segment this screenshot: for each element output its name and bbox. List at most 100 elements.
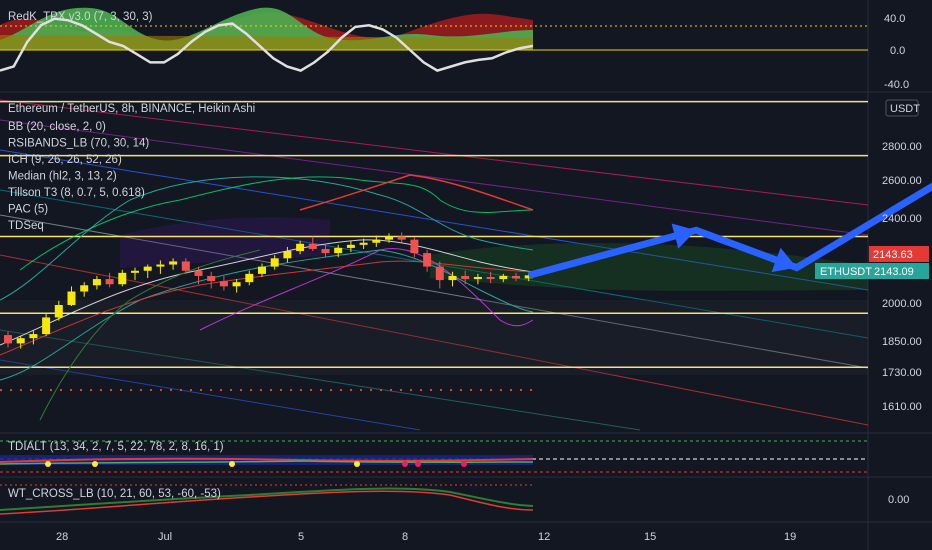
channel-line [0,119,869,236]
candle-body [486,276,495,280]
candle-body [156,264,165,267]
indicator-legend-item[interactable]: Tillson T3 (8, 0.7, 5, 0.618) [8,187,145,199]
price-tick: 1850.00 [882,336,922,348]
time-tick: 12 [538,531,550,543]
candle-body [80,285,89,292]
forecast-arrowhead [671,223,697,249]
range-box [0,300,868,375]
candle-body [181,261,190,271]
bb-lower [0,249,534,381]
candle-body [169,261,178,265]
candle-body [448,275,457,281]
pac-high [299,174,534,211]
channel-line [0,214,869,369]
candle-body [92,279,101,286]
indicator-legend-item[interactable]: BB (20, close, 2, 0) [8,121,106,133]
candle-body [29,334,38,339]
candle-body [131,270,139,273]
time-tick: 5 [298,531,304,543]
channel-line [0,329,641,431]
indicator-legend-item[interactable]: PAC (5) [8,204,48,216]
indicator-legend: BB (20, close, 2, 0) RSIBANDS_LB (70, 30,… [8,121,149,232]
candle-body [67,291,76,305]
candle-body [346,244,355,248]
candles-group [4,232,533,349]
candle-body [410,239,419,254]
tdi-dot [461,461,467,467]
time-tick: 28 [56,531,68,543]
currency-badge: USDT [890,103,920,115]
candle-body [435,266,444,281]
indicator-legend-item[interactable]: TDSeq [8,220,44,232]
forecast-arrow-path[interactable] [527,147,932,279]
tdi-dot [354,461,360,467]
wt-pane: WT_CROSS_LB (10, 21, 60, 53, -60, -53) 0… [0,484,909,515]
tpx-neutral-area [0,35,533,50]
candle-body [385,236,393,240]
indicator-legend-item[interactable]: RSIBANDS_LB (70, 30, 14) [8,138,149,150]
median-line [0,239,534,346]
candle-body [42,317,51,335]
price-tick: 2000.00 [882,298,922,310]
candle-body [16,338,25,344]
tdi-dot [229,461,235,467]
candle-body [423,253,432,267]
tdi-dot [45,461,51,467]
time-axis: 28 Jul 5 8 12 15 19 [56,531,796,543]
price-tick: 2800.00 [882,141,922,153]
tpx-oscillator-line [0,17,534,72]
symbol-title: Ethereum / TetherUS, 8h, BINANCE, Heikin… [8,103,255,115]
candle-body [105,279,114,285]
currency-badge-box[interactable] [885,99,919,117]
wt-tick: 0.00 [888,494,909,506]
indicator-legend-item[interactable]: ICH (9, 26, 26, 52, 26) [8,154,122,166]
tpx-tick-bottom: -40.0 [884,79,909,91]
tdi-signal [0,457,534,463]
tdi-dot [92,461,98,467]
candle-body [499,275,508,280]
last-price-value: 2143.09 [874,266,914,278]
tpx-label: RedK_TPX v3.0 (7, 3, 30, 3) [8,11,153,23]
candle-body [397,236,406,240]
indicator-legend-item[interactable]: Median (hl2, 3, 13, 2) [8,171,117,183]
ichimoku-cloud-past [120,217,330,268]
tpx-pane: RedK_TPX v3.0 (7, 3, 30, 3) 40.0 0.0 -40… [0,7,909,91]
tpx-tick-top: 40.0 [884,13,905,25]
candle-body [118,272,127,285]
candle-body [4,335,12,344]
wt1-line [0,487,534,511]
price-tick: 2600.00 [882,175,922,187]
horizontal-levels [0,100,868,368]
candle-body [308,243,317,249]
tdialt-label: TDIALT (13, 34, 2, 7, 5, 22, 78, 2, 8, 1… [8,441,224,453]
ma-price-value: 2143.63 [873,249,913,261]
tillson-t3 [0,260,534,356]
price-tick: 1730.00 [882,367,922,379]
ma-price-badge [869,246,929,262]
tdi-rsi [0,460,534,465]
candle-body [219,281,228,287]
channel-line [0,99,869,206]
time-tick: Jul [158,531,172,543]
wt2-line [0,490,534,515]
rsi-band-upper [19,176,534,271]
price-tick: 1610.00 [882,401,922,413]
candle-body [245,273,254,283]
candle-body [232,282,241,287]
candle-body [359,242,368,245]
candle-body [194,270,203,276]
tdi-dot [402,461,408,467]
candle-body [296,243,305,252]
last-symbol: ETHUSDT [820,266,872,278]
candle-body [258,266,266,274]
candle-body [473,276,482,280]
time-tick: 19 [784,531,796,543]
candle-body [372,239,381,243]
tdialt-pane: TDIALT (13, 34, 2, 7, 5, 22, 78, 2, 8, 1… [0,440,868,473]
candle-body [283,251,292,259]
channel-line [0,359,421,431]
candle-body [461,275,470,280]
tpx-tick-zero: 0.0 [890,45,905,57]
